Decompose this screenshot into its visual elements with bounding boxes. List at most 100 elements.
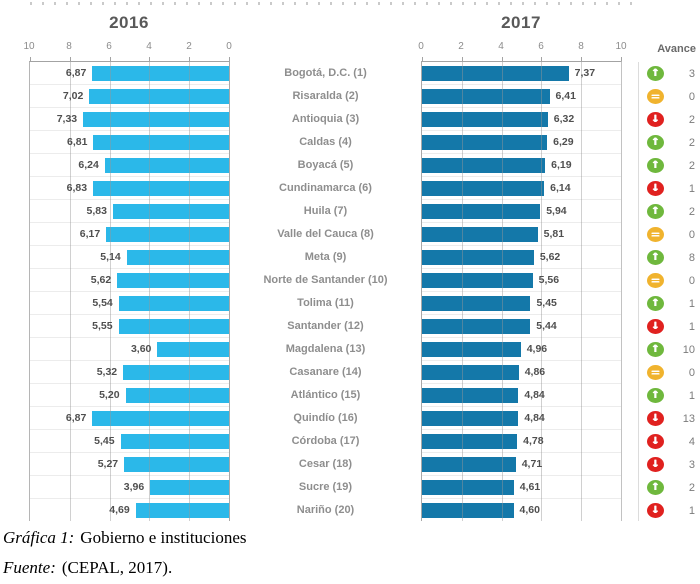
avance-row: ↑ 8 [639, 246, 699, 269]
chart-row-2016: 6,81 [30, 131, 229, 154]
chart-row-2017: 5,45 [422, 292, 621, 315]
gridline [149, 62, 151, 521]
avance-up-icon: ↑ [647, 388, 664, 403]
avance-value: 2 [688, 481, 695, 494]
bar-2016 [120, 434, 229, 449]
chart-row-2017: 5,56 [422, 269, 621, 292]
avance-up-icon: ↑ [647, 342, 664, 357]
chart-row-2016: 5,14 [30, 246, 229, 269]
avance-value: 2 [688, 136, 695, 149]
value-label-2016: 5,54 [92, 297, 113, 309]
chart-row-2017: 4,71 [422, 453, 621, 476]
chart-row-2016: 4,69 [30, 499, 229, 521]
bar-2017 [422, 457, 516, 472]
tick-mark [581, 57, 583, 61]
chart-row-2016: 5,62 [30, 269, 229, 292]
value-label-2017: 6,41 [555, 90, 576, 102]
avance-up-icon: ↑ [647, 204, 664, 219]
tick-mark [461, 57, 463, 61]
bar-2017 [422, 388, 519, 403]
bar-2016 [124, 457, 229, 472]
bar-2017 [422, 411, 519, 426]
tick-mark [189, 57, 191, 61]
avance-row: ↓ 2 [639, 108, 699, 131]
avance-value: 2 [688, 113, 695, 126]
category-label: Boyacá (5) [297, 159, 354, 171]
chart-row-2016: 5,20 [30, 384, 229, 407]
bar-2016 [93, 181, 229, 196]
avance-row: ↑ 10 [639, 338, 699, 361]
value-label-2016: 5,32 [96, 366, 118, 378]
value-label-2017: 4,71 [521, 458, 543, 470]
category-label: Cesar (18) [298, 458, 353, 470]
avance-up-icon: ↑ [647, 480, 664, 495]
tick-mark [501, 57, 503, 61]
value-label-2017: 4,78 [523, 435, 544, 447]
chart-row-2017: 5,94 [422, 200, 621, 223]
avance-row: = 0 [639, 361, 699, 384]
chart-row-2016: 5,32 [30, 361, 229, 384]
value-label-2017: 5,81 [543, 228, 565, 240]
chart-row-2017: 4,96 [422, 338, 621, 361]
value-label-2016: 6,17 [79, 228, 101, 240]
caption: Gráfica 1: Gobierno e instituciones [3, 525, 700, 551]
value-label-2017: 6,19 [551, 159, 572, 171]
gridline [109, 62, 111, 521]
category-labels: Bogotá, D.C. (1) Risaralda (2) Antioquia (… [230, 62, 421, 521]
chart-row-2016: 7,02 [30, 85, 229, 108]
axis-ticks-2017: 0 2 4 6 8 10 [418, 41, 626, 53]
avance-value: 13 [682, 412, 695, 425]
category-label: Valle del Cauca (8) [277, 228, 374, 240]
chart-row-2016: 5,27 [30, 453, 229, 476]
avance-value: 0 [688, 366, 695, 379]
value-label-2017: 6,14 [550, 182, 571, 194]
value-label-2016: 5,62 [90, 274, 112, 286]
category-label: Córdoba (17) [291, 435, 360, 447]
category-label: Norte de Santander (10) [263, 274, 388, 286]
avance-value: 1 [688, 182, 695, 195]
chart-row-2017: 6,41 [422, 85, 621, 108]
bar-2017 [422, 135, 548, 150]
avance-row: ↑ 2 [639, 200, 699, 223]
value-label-2017: 4,61 [519, 481, 541, 493]
bar-2017 [422, 158, 546, 173]
avance-value: 1 [688, 320, 695, 333]
avance-value: 1 [688, 297, 695, 310]
category-label: Atlántico (15) [290, 389, 361, 401]
chart-row-2017: 6,29 [422, 131, 621, 154]
value-label-2016: 7,02 [62, 90, 84, 102]
avance-row: ↓ 13 [639, 407, 699, 430]
avance-row: ↓ 4 [639, 430, 699, 453]
avance-eq-icon: = [647, 89, 664, 104]
bar-2017 [422, 319, 531, 334]
tick-label: 2 [458, 41, 464, 52]
value-label-2017: 5,44 [536, 320, 557, 332]
avance-value: 1 [688, 389, 695, 402]
avance-value: 4 [688, 435, 695, 448]
gridline [189, 62, 191, 521]
avance-row: = 0 [639, 85, 699, 108]
bar-2017 [422, 181, 545, 196]
bar-2016 [89, 89, 229, 104]
tick-label: 10 [23, 41, 35, 52]
tick-mark [422, 57, 423, 61]
avance-column: ↑ 3 = 0 ↓ 2 ↑ 2 ↑ 2 ↓ 1 ↑ 2 = 0 ↑ 8 = 0 ↑ 1 ↓ 1 ↑ 10 = 0 ↑ 1 ↓ 13 ↓ 4 ↓ 3 ↑ 2… [638, 62, 699, 521]
chart-row-2017: 4,60 [422, 499, 621, 521]
avance-value: 0 [688, 274, 695, 287]
tick-label: 2 [186, 41, 192, 52]
value-label-2017: 4,96 [526, 343, 548, 355]
avance-up-icon: ↑ [647, 296, 664, 311]
category-label: Cundinamarca (6) [279, 182, 372, 194]
chart-row-2017: 6,19 [422, 154, 621, 177]
axis-ticks-2016: 10 8 6 4 2 0 [23, 41, 231, 53]
bar-2017 [422, 480, 514, 495]
value-label-2016: 4,69 [109, 504, 130, 516]
chart-row-2016: 3,96 [30, 476, 229, 499]
chart-row-2017: 6,14 [422, 177, 621, 200]
bar-2016 [92, 411, 229, 426]
avance-value: 3 [688, 67, 695, 80]
bar-2016 [157, 342, 229, 357]
value-label-2017: 4,84 [524, 389, 545, 401]
avance-eq-icon: = [647, 365, 664, 380]
bar-2017 [422, 503, 514, 518]
